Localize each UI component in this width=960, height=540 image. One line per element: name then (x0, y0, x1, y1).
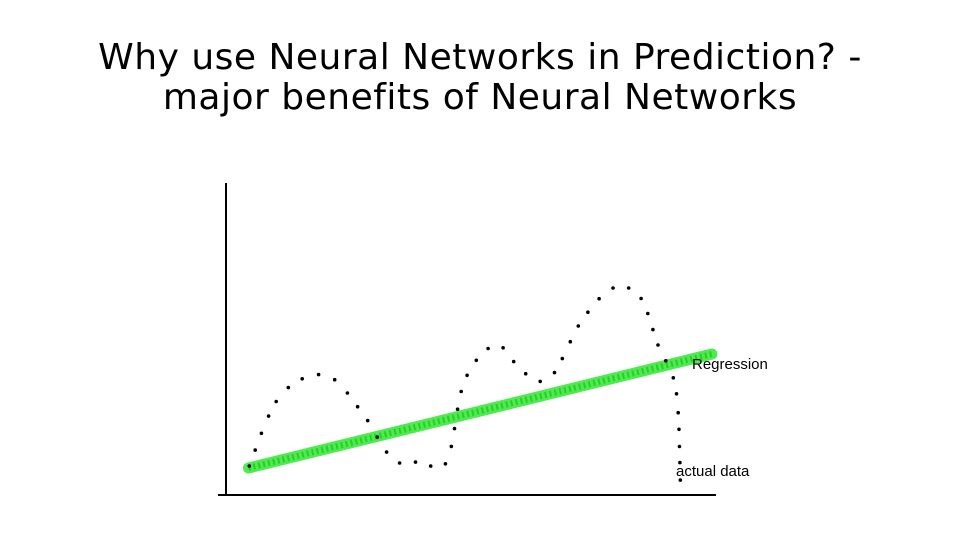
actual-data-point (671, 376, 676, 380)
actual-data-point (677, 444, 682, 449)
title-line-2: major benefits of Neural Networks (162, 77, 798, 118)
actual-data-point (576, 324, 581, 328)
actual-data-point (611, 286, 615, 290)
actual-data-point (455, 407, 460, 412)
actual-data-point (523, 371, 528, 376)
actual-data-point (459, 389, 464, 394)
actual-data-point (428, 464, 433, 468)
actual-data-label: actual data (676, 463, 750, 480)
actual-data-point (316, 372, 321, 377)
actual-data-point (674, 392, 679, 396)
actual-data-point (560, 356, 565, 361)
actual-data-point (452, 426, 457, 431)
actual-data-point (678, 460, 682, 465)
actual-data-point (568, 339, 573, 344)
actual-data-point (646, 311, 650, 316)
actual-data-point (274, 399, 279, 404)
actual-data-point (375, 435, 380, 439)
actual-data-point (355, 404, 360, 409)
regression-line (243, 348, 718, 474)
actual-data-point (501, 346, 505, 350)
actual-data-point (332, 377, 337, 382)
title-line-1: Why use Neural Networks in Prediction? - (98, 37, 862, 78)
actual-data-point (300, 377, 305, 381)
actual-data-point (511, 359, 516, 364)
actual-data-point (676, 410, 680, 415)
actual-data-point (465, 373, 469, 378)
actual-data-point (626, 286, 631, 290)
actual-data-point (247, 464, 252, 468)
actual-data-point (253, 448, 257, 452)
actual-data-point (474, 358, 479, 363)
actual-data-point (639, 296, 643, 301)
actual-data-point (656, 343, 660, 347)
actual-data-point (259, 431, 264, 436)
actual-data-point (413, 460, 418, 464)
actual-data-point (651, 327, 655, 332)
actual-data-point (449, 444, 454, 449)
actual-data-point (365, 418, 370, 423)
actual-data-point (443, 462, 448, 466)
actual-data-point (286, 385, 291, 390)
actual-data-point (538, 379, 542, 384)
actual-data-point (597, 296, 601, 301)
actual-data-point (586, 310, 590, 315)
actual-data-point (384, 450, 389, 454)
actual-data-point (677, 427, 681, 432)
slide-title: Why use Neural Networks in Prediction? -… (0, 38, 960, 118)
actual-data-point (345, 391, 350, 395)
regression-label: Regression (692, 356, 768, 373)
actual-data-point (266, 414, 271, 418)
actual-data-point (552, 370, 557, 375)
actual-data-point (397, 461, 402, 465)
actual-data-point (486, 346, 490, 351)
actual-data-point (664, 359, 668, 363)
actual-data-point (678, 478, 683, 482)
